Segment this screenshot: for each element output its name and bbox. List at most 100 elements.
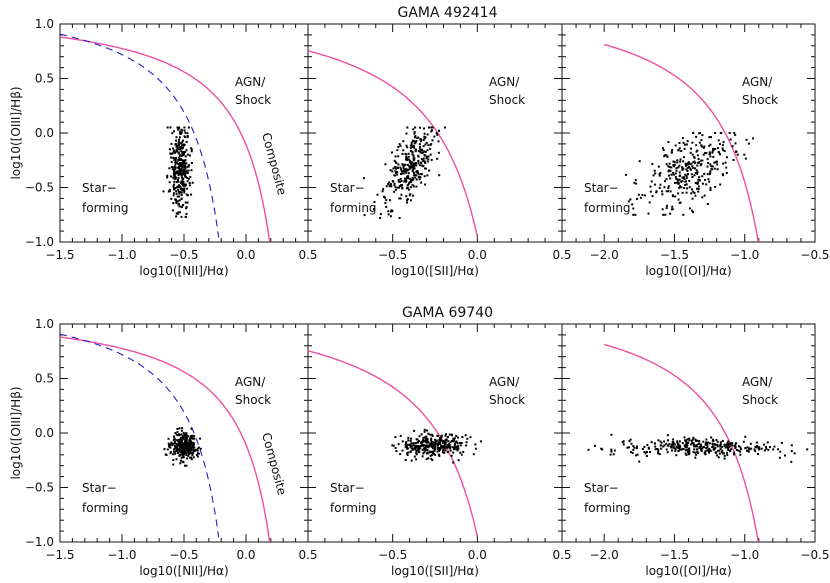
data-point [712, 445, 715, 448]
data-point [734, 142, 737, 145]
data-point [402, 149, 405, 152]
data-point [413, 157, 416, 160]
data-point [174, 172, 177, 175]
data-point [650, 180, 653, 183]
x-tick-label: 0.5 [298, 248, 317, 262]
data-point [394, 188, 397, 191]
data-point [192, 441, 195, 444]
data-point [397, 146, 400, 148]
data-point [688, 437, 691, 440]
data-point [790, 444, 793, 447]
data-point [632, 213, 635, 216]
data-point [185, 464, 188, 467]
data-point [405, 158, 408, 160]
data-point [459, 444, 462, 447]
data-point [668, 442, 671, 445]
data-point [182, 204, 185, 206]
data-point [716, 168, 719, 171]
data-point [174, 440, 177, 443]
data-point [393, 184, 396, 187]
data-point [412, 185, 415, 188]
data-point [679, 158, 682, 161]
data-point [170, 142, 173, 145]
data-point [181, 154, 184, 157]
data-point [406, 447, 409, 450]
data-point [419, 148, 422, 151]
data-point [673, 161, 676, 164]
data-point [387, 183, 390, 186]
kewley-curve [604, 43, 760, 242]
data-point [706, 443, 709, 446]
data-point [760, 447, 763, 450]
data-point [725, 166, 728, 169]
data-point [621, 441, 624, 444]
data-point [415, 164, 418, 167]
data-point [406, 452, 409, 455]
data-point [391, 170, 394, 173]
data-point [681, 166, 684, 169]
data-point [716, 445, 719, 448]
data-point [699, 447, 702, 450]
data-point [400, 184, 403, 187]
data-point [696, 439, 699, 442]
data-point [398, 197, 401, 200]
data-point [181, 454, 184, 457]
data-point [427, 155, 430, 158]
data-point [730, 448, 733, 451]
data-point [665, 163, 668, 166]
data-point [691, 153, 694, 156]
data-point [415, 458, 418, 461]
data-point [421, 164, 424, 167]
data-point [663, 155, 666, 158]
data-point [187, 452, 190, 455]
data-point [439, 443, 442, 446]
data-point [382, 188, 385, 191]
data-point [406, 126, 409, 129]
data-point [184, 155, 187, 158]
data-point [178, 211, 181, 214]
data-point [632, 445, 635, 448]
data-point [697, 185, 700, 188]
data-point [421, 448, 424, 451]
data-point [455, 448, 458, 451]
data-point [186, 180, 189, 183]
data-point [430, 457, 433, 460]
data-point [191, 443, 194, 446]
data-point [407, 183, 410, 186]
data-point [675, 167, 678, 170]
data-point [460, 442, 463, 444]
data-point [717, 456, 720, 459]
data-point [689, 151, 692, 154]
data-point [690, 439, 693, 442]
data-point [427, 444, 430, 447]
data-point [177, 211, 180, 214]
data-point [679, 185, 682, 188]
data-point [763, 443, 766, 446]
data-point [175, 449, 178, 452]
data-point [186, 187, 189, 190]
data-point [479, 440, 482, 443]
y-tick-label: 0.0 [35, 126, 54, 140]
data-point [406, 169, 409, 172]
data-point [708, 173, 711, 176]
data-point [709, 170, 712, 173]
data-point [708, 442, 711, 445]
data-point [440, 434, 443, 437]
data-point [414, 442, 417, 445]
data-point [402, 172, 405, 175]
data-point [182, 172, 185, 174]
data-point [672, 171, 675, 174]
data-point [440, 446, 442, 449]
data-point [179, 438, 182, 441]
y-tick-label: −1.0 [25, 535, 54, 549]
data-point [184, 444, 187, 447]
data-point [423, 132, 426, 135]
data-point [700, 144, 703, 147]
data-point [665, 448, 668, 451]
data-point [182, 164, 185, 167]
data-point [181, 173, 184, 176]
data-point [410, 444, 413, 447]
data-point [685, 454, 688, 456]
data-point [594, 444, 596, 447]
data-point [670, 151, 673, 154]
